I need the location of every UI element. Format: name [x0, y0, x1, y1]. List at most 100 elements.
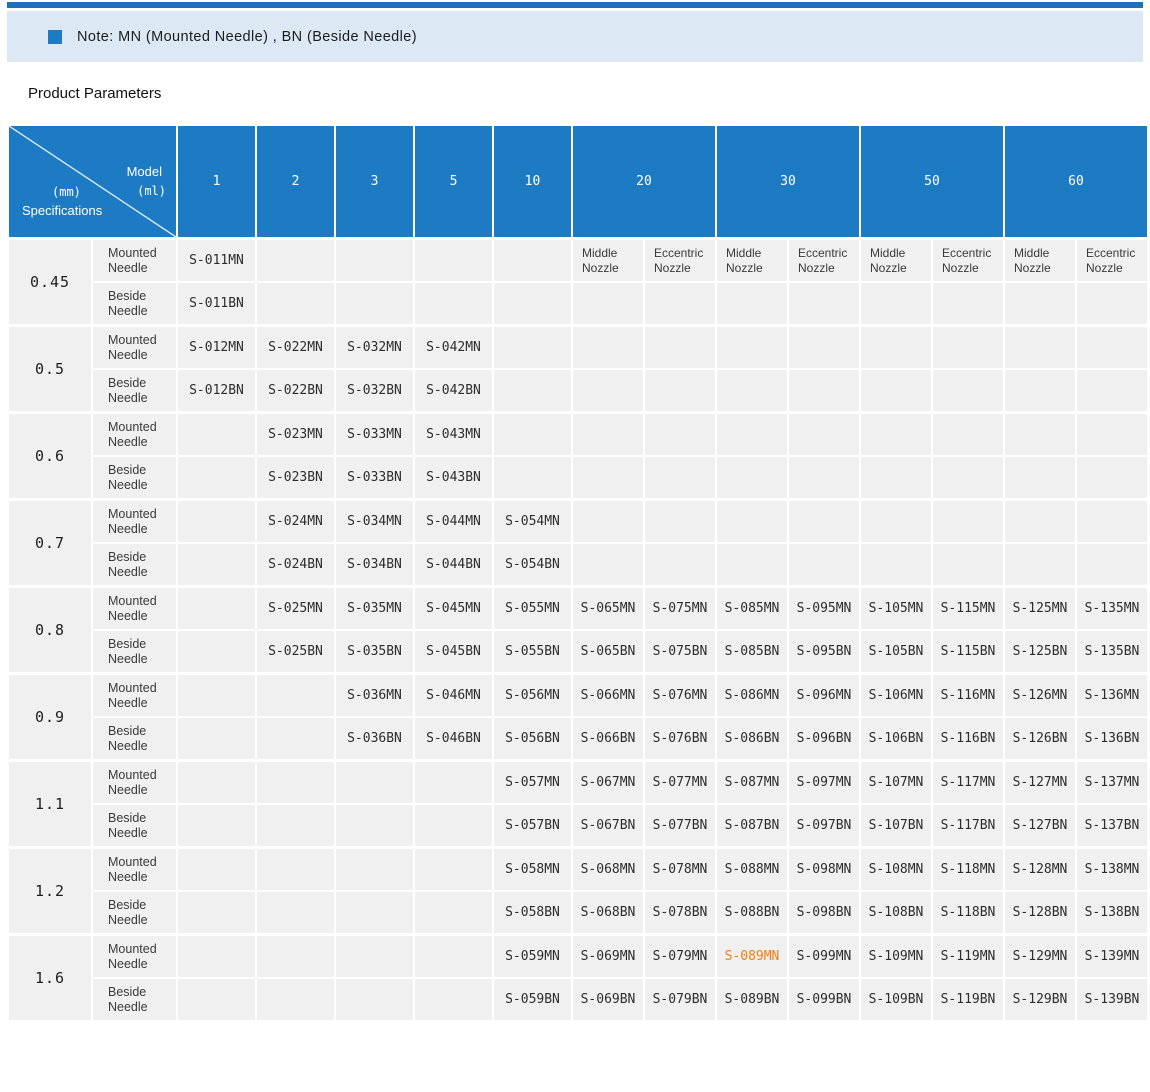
model-code-cell: S-043MN: [414, 413, 493, 457]
empty-cell: [177, 630, 256, 674]
empty-cell: [493, 413, 572, 457]
model-code-cell: S-076BN: [644, 717, 716, 761]
model-code-cell: S-125BN: [1004, 630, 1076, 674]
product-table: Model (ml) (mm) Specifications 1 2 3 5 1…: [7, 124, 1149, 1022]
empty-cell: [335, 978, 414, 1021]
model-code-cell: S-075BN: [644, 630, 716, 674]
model-code-cell: S-128MN: [1004, 848, 1076, 892]
table-row-0.8-mn: 0.8Mounted NeedleS-025MNS-035MNS-045MNS-…: [8, 587, 1148, 631]
empty-cell: [860, 456, 932, 500]
empty-cell: [1076, 543, 1148, 587]
model-code-cell: S-034BN: [335, 543, 414, 587]
spec-value-cell: 1.6: [8, 935, 92, 1022]
empty-cell: [414, 935, 493, 979]
nozzle-type-label: Eccentric Nozzle: [788, 239, 860, 283]
empty-cell: [414, 891, 493, 935]
table-row-1.6-mn: 1.6Mounted NeedleS-059MNS-069MNS-079MNS-…: [8, 935, 1148, 979]
model-code-cell: S-089BN: [716, 978, 788, 1021]
model-code-cell: S-057BN: [493, 804, 572, 848]
empty-cell: [1076, 500, 1148, 544]
model-code-cell: S-135BN: [1076, 630, 1148, 674]
model-code-cell: S-087BN: [716, 804, 788, 848]
corner-ml-unit: (ml): [137, 184, 166, 198]
empty-cell: [644, 456, 716, 500]
empty-cell: [1004, 282, 1076, 326]
empty-cell: [414, 848, 493, 892]
model-code-cell: S-096MN: [788, 674, 860, 718]
model-code-cell: S-125MN: [1004, 587, 1076, 631]
model-code-cell: S-109BN: [860, 978, 932, 1021]
empty-cell: [493, 239, 572, 283]
model-code-cell: S-046BN: [414, 717, 493, 761]
empty-cell: [1004, 369, 1076, 413]
model-code-cell: S-055MN: [493, 587, 572, 631]
empty-cell: [335, 935, 414, 979]
empty-cell: [572, 326, 644, 370]
corner-model-label: Model: [127, 164, 162, 179]
model-code-cell: S-137MN: [1076, 761, 1148, 805]
empty-cell: [177, 891, 256, 935]
table-row-0.5-bn: Beside NeedleS-012BNS-022BNS-032BNS-042B…: [8, 369, 1148, 413]
model-code-cell: S-011MN: [177, 239, 256, 283]
needle-type-label: Mounted Needle: [92, 848, 177, 892]
table-row-0.8-bn: Beside NeedleS-025BNS-035BNS-045BNS-055B…: [8, 630, 1148, 674]
model-code-cell: S-044BN: [414, 543, 493, 587]
note-text: Note: MN (Mounted Needle) , BN (Beside N…: [77, 29, 417, 45]
model-code-cell: S-058MN: [493, 848, 572, 892]
model-code-cell: S-025MN: [256, 587, 335, 631]
model-code-cell: S-069BN: [572, 978, 644, 1021]
empty-cell: [177, 804, 256, 848]
model-code-cell: S-086BN: [716, 717, 788, 761]
empty-cell: [788, 282, 860, 326]
empty-cell: [644, 543, 716, 587]
nozzle-type-label: Eccentric Nozzle: [644, 239, 716, 283]
table-row-0.9-mn: 0.9Mounted NeedleS-036MNS-046MNS-056MNS-…: [8, 674, 1148, 718]
empty-cell: [414, 804, 493, 848]
model-column-header: 50: [860, 125, 1004, 239]
note-banner: Note: MN (Mounted Needle) , BN (Beside N…: [7, 11, 1143, 62]
corner-mm-unit: (mm): [52, 185, 81, 199]
model-code-cell: S-012BN: [177, 369, 256, 413]
model-code-cell: S-087MN: [716, 761, 788, 805]
model-code-cell: S-096BN: [788, 717, 860, 761]
model-code-cell: S-119BN: [932, 978, 1004, 1021]
empty-cell: [644, 413, 716, 457]
empty-cell: [177, 456, 256, 500]
model-code-cell-highlighted: S-089MN: [716, 935, 788, 979]
empty-cell: [716, 282, 788, 326]
empty-cell: [932, 413, 1004, 457]
diagonal-divider-icon: [9, 126, 176, 237]
needle-type-label: Mounted Needle: [92, 500, 177, 544]
model-code-cell: S-058BN: [493, 891, 572, 935]
table-row-1.1-mn: 1.1Mounted NeedleS-057MNS-067MNS-077MNS-…: [8, 761, 1148, 805]
empty-cell: [493, 282, 572, 326]
model-code-cell: S-095BN: [788, 630, 860, 674]
model-code-cell: S-036BN: [335, 717, 414, 761]
nozzle-type-label: Middle Nozzle: [716, 239, 788, 283]
empty-cell: [177, 543, 256, 587]
model-code-cell: S-107BN: [860, 804, 932, 848]
model-code-cell: S-044MN: [414, 500, 493, 544]
empty-cell: [932, 369, 1004, 413]
model-code-cell: S-097BN: [788, 804, 860, 848]
model-code-cell: S-034MN: [335, 500, 414, 544]
model-code-cell: S-036MN: [335, 674, 414, 718]
nozzle-type-label: Middle Nozzle: [860, 239, 932, 283]
empty-cell: [860, 326, 932, 370]
model-code-cell: S-139BN: [1076, 978, 1148, 1021]
model-code-cell: S-127BN: [1004, 804, 1076, 848]
model-code-cell: S-097MN: [788, 761, 860, 805]
model-column-header: 2: [256, 125, 335, 239]
model-code-cell: S-117MN: [932, 761, 1004, 805]
empty-cell: [716, 369, 788, 413]
model-code-cell: S-098MN: [788, 848, 860, 892]
model-code-cell: S-118BN: [932, 891, 1004, 935]
model-code-cell: S-022BN: [256, 369, 335, 413]
spec-value-cell: 1.1: [8, 761, 92, 848]
model-code-cell: S-069MN: [572, 935, 644, 979]
empty-cell: [860, 413, 932, 457]
model-code-cell: S-115MN: [932, 587, 1004, 631]
blue-square-icon: [48, 30, 62, 44]
model-code-cell: S-116MN: [932, 674, 1004, 718]
table-row-0.9-bn: Beside NeedleS-036BNS-046BNS-056BNS-066B…: [8, 717, 1148, 761]
